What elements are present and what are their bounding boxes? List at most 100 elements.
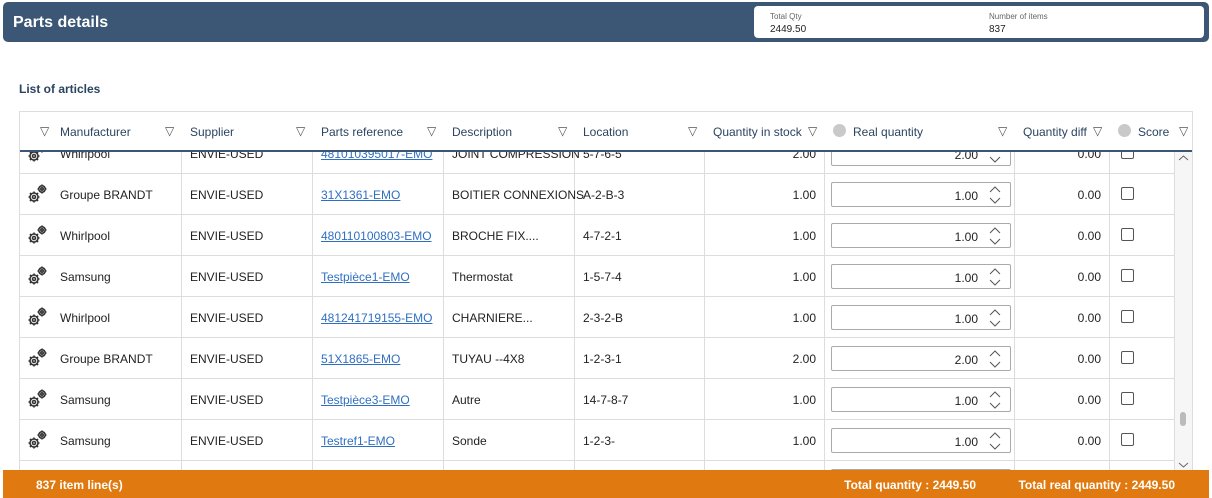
cell-text: Samsung (60, 270, 111, 284)
table-cell (1110, 420, 1175, 460)
scroll-up[interactable] (1178, 154, 1189, 162)
quantity-input[interactable]: 1.00 (831, 305, 1011, 330)
table-cell (705, 461, 825, 471)
table-row: Whirlpool ENVIE-USED 481010395017-EMO JOINT… (20, 152, 1175, 174)
gear-icon (26, 346, 50, 373)
column-header[interactable]: Supplier (190, 125, 235, 139)
checkbox[interactable] (1121, 152, 1134, 159)
cell-text: 1-2-3-1 (583, 352, 622, 366)
table-cell (52, 461, 182, 471)
part-link[interactable]: 481241719155-EMO (321, 311, 433, 325)
filter-icon[interactable]: ▽ (558, 124, 568, 138)
checkbox[interactable] (1121, 392, 1134, 405)
checkbox[interactable] (1121, 187, 1134, 200)
part-link[interactable]: 51X1865-EMO (321, 352, 401, 366)
table-cell: 0.00 (1015, 256, 1110, 296)
quantity-input[interactable]: 1.00 (831, 223, 1011, 248)
spinner[interactable] (988, 430, 1002, 455)
gear-icon (26, 223, 50, 250)
table-cell: ENVIE-USED (182, 256, 313, 296)
scrollbar[interactable] (1175, 152, 1192, 471)
spinner[interactable] (988, 266, 1002, 291)
spinner[interactable] (988, 307, 1002, 332)
footer-lines: 837 item line(s) (36, 478, 123, 492)
checkbox[interactable] (1121, 310, 1134, 323)
filter-icon[interactable]: ▽ (1093, 124, 1103, 138)
table-cell (182, 461, 313, 471)
spinner[interactable] (988, 348, 1002, 373)
filter-icon[interactable]: ▽ (808, 124, 818, 138)
scroll-down[interactable] (1178, 461, 1189, 469)
column-header[interactable]: Parts reference (321, 125, 404, 139)
table-cell: 2.00 (705, 338, 825, 378)
table-cell: 1-2-3-1 (575, 338, 705, 378)
checkbox[interactable] (1121, 269, 1134, 282)
table-cell: 1-5-7-4 (575, 256, 705, 296)
cell-text: ENVIE-USED (190, 229, 264, 243)
part-link[interactable]: Testpièce1-EMO (321, 270, 410, 284)
table-cell: 1-2-3- (575, 420, 705, 460)
cell-text: 0.00 (1077, 434, 1101, 448)
scroll-thumb[interactable] (1180, 412, 1186, 426)
column-header[interactable]: Score (1138, 125, 1170, 139)
part-link[interactable]: 480110100803-EMO (321, 229, 432, 243)
column-header[interactable]: Quantity in stock (713, 125, 802, 139)
filter-icon[interactable]: ▽ (165, 124, 175, 138)
filter-icon[interactable]: ▽ (296, 124, 306, 138)
column-header[interactable]: Real quantity (853, 125, 924, 139)
table-cell (575, 461, 705, 471)
table-cell: JOINT COMPRESSION (444, 152, 580, 173)
quantity-input[interactable]: 1.00 (831, 264, 1011, 289)
quantity-input[interactable]: 1.00 (831, 428, 1011, 453)
filter-icon[interactable]: ▽ (998, 124, 1008, 138)
table-cell: 0.00 (1015, 420, 1110, 460)
part-link[interactable]: 31X1361-EMO (321, 188, 401, 202)
quantity-input[interactable]: 2.00 (831, 152, 1011, 166)
table-cell: ENVIE-USED (182, 215, 313, 255)
table-cell (444, 461, 575, 471)
header-bar: Parts details Total Qty 2449.50 Number o… (3, 2, 1209, 42)
part-link[interactable]: Testref1-EMO (321, 434, 396, 448)
part-link[interactable]: 481010395017-EMO (321, 152, 433, 161)
cell-text: Sonde (452, 434, 487, 448)
column-header[interactable]: Manufacturer (60, 125, 131, 139)
column-header[interactable]: Location (583, 125, 629, 139)
quantity-input[interactable]: 2.00 (831, 346, 1011, 371)
cell-text: ENVIE-USED (190, 270, 264, 284)
part-link[interactable]: Testpièce3-EMO (321, 393, 410, 407)
spinner[interactable] (988, 184, 1002, 209)
spinner[interactable] (988, 225, 1002, 250)
cell-text: 2-3-2-B (583, 311, 624, 325)
cell-text: TUYAU --4X8 (452, 352, 525, 366)
quantity-input[interactable]: 1.00 (831, 182, 1011, 207)
cell-text: BOITIER CONNEXIONS (452, 188, 585, 202)
table-cell: Testpièce1-EMO (313, 256, 444, 296)
spinner[interactable] (988, 389, 1002, 414)
checkbox[interactable] (1121, 433, 1134, 446)
quantity-input[interactable]: 1.00 (831, 387, 1011, 412)
filter-icon[interactable]: ▽ (427, 124, 437, 138)
input-value: 1.00 (954, 271, 978, 285)
cell-text: 0.00 (1077, 311, 1101, 325)
filter-icon[interactable]: ▽ (40, 124, 50, 138)
filter-icon[interactable]: ▽ (688, 124, 698, 138)
table-cell: 0.00 (1015, 174, 1110, 214)
table-cell: 1.00 (825, 379, 1015, 419)
table-cell: 1.00 (825, 420, 1015, 460)
cell-text: Whirlpool (60, 152, 111, 161)
checkbox[interactable] (1121, 351, 1134, 364)
spinner[interactable] (988, 152, 1002, 168)
stat-value: 837 (989, 24, 1006, 35)
gear-icon (26, 387, 50, 414)
column-header[interactable]: Quantity diff (1023, 125, 1087, 139)
label: Total real quantity : (1018, 478, 1129, 492)
filter-icon[interactable]: ▽ (1179, 124, 1189, 138)
gear-icon (26, 305, 50, 332)
cell-text: 1.00 (792, 229, 816, 243)
column-header[interactable]: Description (452, 125, 513, 139)
table-cell: 0.00 (1015, 215, 1110, 255)
table-cell: Autre (444, 379, 575, 419)
cell-text: Groupe BRANDT (60, 352, 153, 366)
checkbox[interactable] (1121, 228, 1134, 241)
cell-text: ENVIE-USED (190, 311, 264, 325)
